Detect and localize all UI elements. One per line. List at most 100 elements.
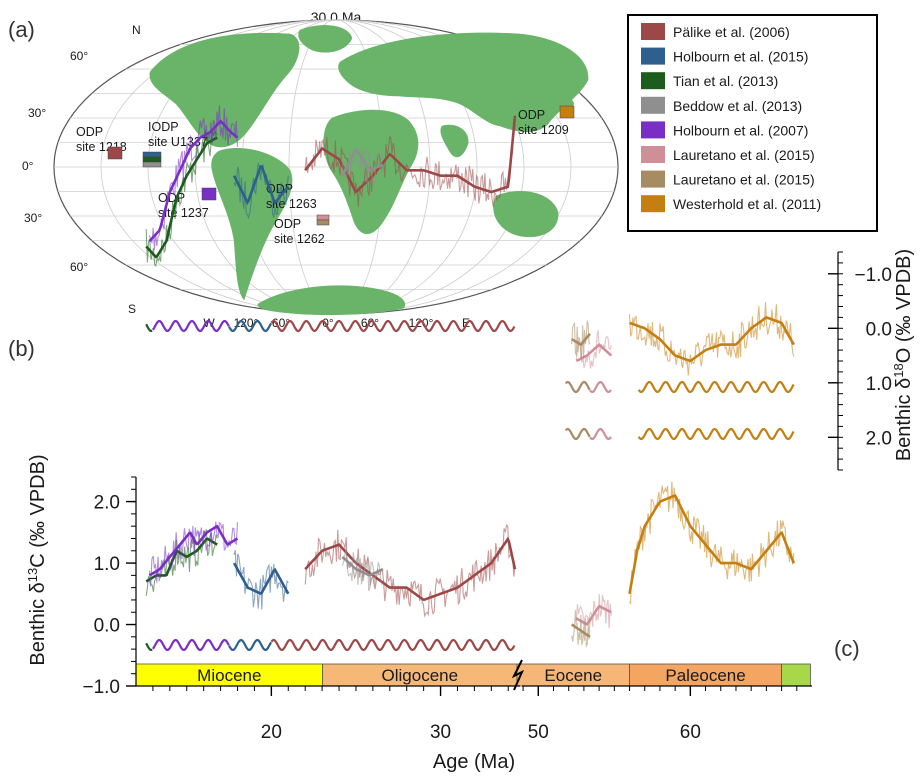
legend-entry: Holbourn et al. (2015) — [673, 49, 808, 65]
d18o-title-main: Benthic δ — [893, 378, 915, 461]
compass-south: S — [128, 302, 136, 316]
d13C-series-1 — [148, 521, 239, 587]
legend-swatch — [641, 121, 665, 139]
legend-entry: Lauretano et al. (2015) — [673, 147, 815, 163]
orbital-wiggle — [589, 381, 612, 394]
d18o-title-sup: 18 — [891, 363, 906, 377]
d18o-title-rest: O (‰ VPDB) — [893, 249, 915, 363]
lat-label: 30° — [28, 106, 46, 120]
smoothed-line — [629, 316, 795, 363]
d18O-series-2 — [232, 162, 290, 220]
site-marker — [201, 187, 217, 201]
chart-area: Miocene Oligocene Eocene Paleocene 20 30 50 60 A… — [25, 105, 915, 773]
d13c-tick-label: −1.0 — [82, 677, 120, 698]
orbital-wiggle — [637, 380, 795, 394]
orbital-band — [564, 380, 795, 394]
site-marker — [142, 156, 162, 163]
epoch-box — [781, 663, 811, 687]
compass-north: N — [132, 23, 141, 37]
continent-greenland — [298, 25, 353, 53]
epoch-label: Paleocene — [665, 666, 745, 685]
epoch-label: Miocene — [197, 666, 261, 685]
legend-swatch — [641, 146, 665, 163]
smoothed-line — [304, 115, 517, 194]
d13C-series-3 — [304, 524, 517, 618]
legend-entry: Pälike et al. (2006) — [673, 24, 790, 40]
smoothed-line — [232, 165, 290, 205]
smoothed-line — [575, 604, 612, 626]
orbital-wiggle — [228, 319, 273, 333]
d13C-series-2 — [232, 550, 290, 610]
raw-data-line — [304, 524, 516, 618]
orbital-wiggle — [564, 380, 591, 394]
d18O-series-5 — [575, 330, 613, 369]
d13c-axis: −1.0 0.0 1.0 2.0 Benthic δ13C (‰ VPDB) — [25, 454, 137, 698]
raw-data-line — [341, 146, 384, 185]
epoch-label: Eocene — [544, 666, 602, 685]
raw-data-line — [575, 330, 612, 369]
orbital-band — [564, 427, 795, 441]
legend-entry: Tian et al. (2013) — [673, 73, 778, 89]
orbital-wiggle — [270, 638, 516, 652]
continent-antarctica — [257, 285, 406, 315]
map-body — [53, 19, 619, 315]
legend-entry: Holbourn et al. (2007) — [673, 122, 808, 138]
x-tick-label: 50 — [528, 722, 549, 743]
d13c-title-main: Benthic δ — [27, 582, 49, 665]
x-tick-label: 30 — [430, 722, 451, 743]
legend-entry: Westerhold et al. (2011) — [673, 196, 821, 212]
d18o-tick-label: 1.0 — [866, 374, 892, 395]
orbital-wiggle — [145, 642, 153, 652]
orbital-band — [145, 638, 516, 652]
axis-break-marker — [511, 659, 525, 691]
lon-label: E — [462, 316, 470, 330]
raw-data-line — [575, 593, 612, 629]
d13C-series-6 — [571, 610, 591, 649]
legend-frame — [627, 14, 878, 232]
legend-entry: Beddow et al. (2013) — [673, 98, 802, 114]
d13c-axis-title: Benthic δ13C (‰ VPDB) — [25, 454, 49, 665]
d18o-axis: −1.0 0.0 1.0 2.0 Benthic δ18O (‰ VPDB) — [828, 249, 915, 471]
d13C-series-0 — [145, 529, 218, 596]
site-marker — [316, 214, 330, 221]
lon-label: 120° — [409, 316, 434, 330]
raw-data-line — [233, 162, 289, 220]
smoothed-line — [571, 332, 591, 347]
d18O-series-6 — [571, 320, 591, 359]
d18o-tick-label: 0.0 — [866, 319, 892, 340]
site-marker — [142, 161, 162, 168]
smoothed-line — [232, 562, 290, 595]
smoothed-line — [145, 136, 218, 259]
continent-australia — [493, 191, 559, 238]
lat-label: 60° — [70, 260, 88, 274]
lat-label: 30° — [24, 211, 42, 225]
x-tick-label: 60 — [680, 722, 701, 743]
x-axis: 20 30 50 60 Age (Ma) — [136, 685, 812, 773]
legend-swatch — [641, 47, 665, 65]
smoothed-line — [575, 343, 613, 363]
orbital-wiggle — [270, 319, 516, 333]
orbital-wiggle — [637, 427, 795, 441]
epoch-label: Oligocene — [382, 666, 459, 685]
continent-north-america — [149, 32, 300, 148]
continent-europe-asia — [338, 32, 589, 132]
d18o-tick-label: −1.0 — [854, 265, 892, 286]
smoothed-line — [571, 623, 591, 638]
panel-a-label: (a) — [8, 17, 35, 42]
panel-b-label: (b) — [8, 336, 35, 361]
map-latitude-labels: 60° 30° 0° 30° 60° — [22, 49, 88, 274]
continent-south-america — [211, 148, 293, 301]
d13c-tick-label: 1.0 — [94, 554, 120, 575]
site-label: ODP — [518, 108, 545, 122]
site-marker — [107, 146, 123, 160]
smoothed-line — [628, 494, 796, 595]
site-marker — [142, 151, 162, 158]
site-label: site 1209 — [518, 123, 569, 137]
epoch-bar: Miocene Oligocene Eocene Paleocene — [135, 663, 811, 687]
orbital-wiggle — [564, 427, 591, 441]
panel-c-label: (c) — [834, 636, 860, 661]
